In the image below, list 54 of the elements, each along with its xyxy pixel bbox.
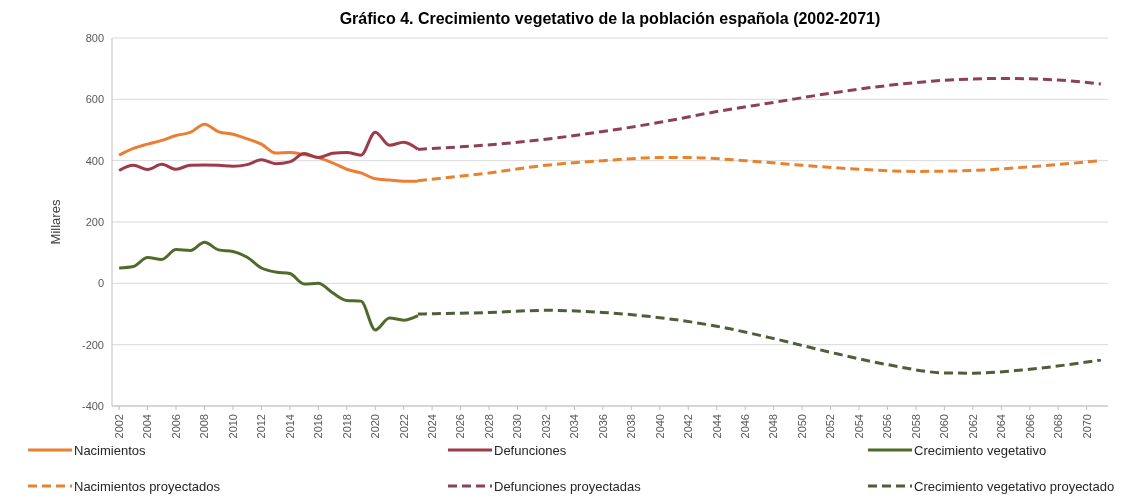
x-tick-label: 2030: [511, 414, 524, 439]
x-tick-label: 2048: [767, 414, 780, 439]
y-tick-label: 0: [97, 277, 104, 290]
legend-label: Defunciones proyectadas: [494, 478, 642, 494]
x-tick-label: 2032: [539, 414, 552, 439]
x-tick-label: 2060: [938, 414, 951, 439]
x-tick-label: 2052: [824, 414, 837, 439]
y-tick-label: -200: [81, 338, 104, 351]
x-tick-label: 2018: [340, 414, 353, 439]
x-tick-label: 2066: [1023, 414, 1036, 439]
line-series: [117, 240, 420, 332]
legend-label: Defunciones: [494, 442, 567, 458]
x-tick-label: 2068: [1052, 414, 1065, 439]
line-series: [416, 76, 1103, 151]
x-tick-label: 2064: [995, 414, 1008, 439]
chart-title: Gráfico 4. Crecimiento vegetativo de la población española (2002-2071): [339, 10, 881, 27]
x-tick-label: 2026: [454, 414, 467, 439]
x-tick-label: 2034: [568, 414, 581, 439]
x-tick-label: 2004: [141, 414, 154, 439]
x-tick-label: 2062: [966, 414, 979, 439]
x-tick-label: 2024: [425, 414, 438, 439]
x-tick-label: 2022: [397, 414, 410, 439]
line-series: [416, 308, 1103, 375]
x-tick-label: 2058: [909, 414, 922, 439]
x-tick-label: 2056: [881, 414, 894, 439]
y-tick-label: -400: [81, 399, 104, 412]
line-series: [117, 130, 420, 172]
legend-label: Nacimientos proyectados: [74, 478, 221, 494]
x-tick-label: 2036: [596, 414, 609, 439]
x-tick-label: 2040: [653, 414, 666, 439]
x-tick-label: 2038: [625, 414, 638, 439]
x-tick-label: 2050: [795, 414, 808, 439]
x-tick-label: 2008: [198, 414, 211, 439]
x-tick-label: 2012: [255, 414, 268, 439]
x-tick-label: 2014: [283, 414, 296, 439]
x-tick-label: 2010: [226, 414, 239, 439]
x-tick-label: 2020: [369, 414, 382, 439]
x-tick-label: 2046: [739, 414, 752, 439]
legend-label: Crecimiento vegetativo: [914, 442, 1047, 458]
legend-label: Crecimiento vegetativo proyectado: [914, 478, 1115, 494]
y-tick-label: 800: [85, 31, 104, 44]
x-tick-label: 2002: [112, 414, 125, 439]
x-tick-label: 2070: [1080, 414, 1093, 439]
y-tick-label: 600: [85, 93, 104, 106]
y-axis-title: Millares: [48, 199, 63, 245]
x-tick-label: 2042: [682, 414, 695, 439]
legend-label: Nacimientos: [74, 442, 147, 458]
x-tick-label: 2006: [169, 414, 182, 439]
x-tick-label: 2054: [852, 414, 865, 439]
x-tick-label: 2028: [482, 414, 495, 439]
y-tick-label: 200: [85, 215, 104, 228]
x-tick-label: 2016: [312, 414, 325, 439]
y-tick-label: 400: [85, 154, 104, 167]
x-tick-label: 2044: [710, 414, 723, 439]
